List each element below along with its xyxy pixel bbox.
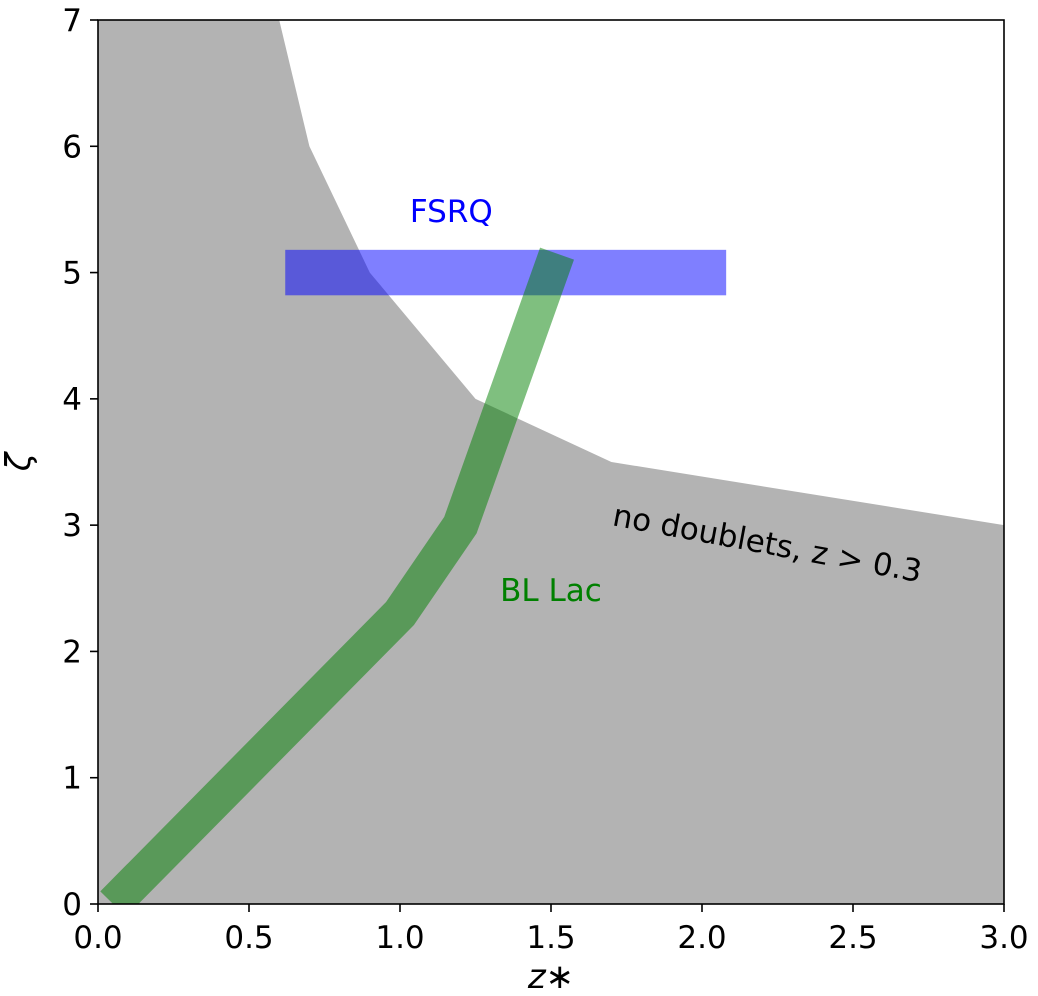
x-tick-label: 3.0	[979, 920, 1028, 956]
y-tick-label: 2	[62, 634, 82, 670]
y-tick-label: 6	[62, 129, 82, 165]
x-tick-label: 2.5	[828, 920, 877, 956]
fsrq-band	[285, 249, 727, 296]
x-tick-label: 0.0	[73, 920, 122, 956]
bl-lac-label: BL Lac	[500, 573, 602, 609]
y-tick-label: 7	[62, 3, 82, 39]
x-tick-label: 1.5	[526, 920, 575, 956]
x-tick-label: 2.0	[677, 920, 726, 956]
x-tick-label: 1.0	[375, 920, 424, 956]
y-tick-label: 0	[62, 887, 82, 923]
y-axis-label: ζ	[0, 450, 39, 472]
y-tick-label: 4	[62, 382, 82, 418]
y-tick-label: 1	[62, 761, 82, 797]
y-tick-label: 3	[62, 508, 82, 544]
x-tick-label: 0.5	[224, 920, 273, 956]
x-axis-label: z∗	[527, 957, 574, 996]
regions-layer	[98, 20, 1004, 904]
bl-lac-track	[100, 247, 574, 904]
y-tick-label: 5	[62, 256, 82, 292]
fsrq-label: FSRQ	[410, 194, 493, 230]
axis-ticks: 0.0 0.5 1.0 1.5 2.0 2.5 3.0 0 1 2 3 4 5 6 7	[62, 3, 1028, 956]
